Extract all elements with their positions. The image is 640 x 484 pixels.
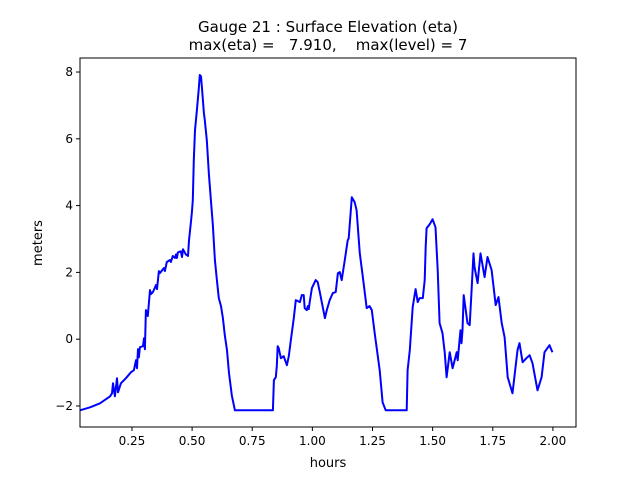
x-axis-label: hours bbox=[310, 456, 347, 471]
y-tick-label: 0 bbox=[65, 332, 73, 346]
y-tick-label: −2 bbox=[55, 399, 73, 413]
y-tick-label: 4 bbox=[65, 199, 73, 213]
x-tick-label: 0.50 bbox=[179, 434, 206, 448]
y-axis-label: meters bbox=[31, 220, 46, 266]
x-tick-label: 0.25 bbox=[119, 434, 146, 448]
chart-subtitle: max(eta) = 7.910, max(level) = 7 bbox=[189, 36, 468, 54]
plot-frame bbox=[79, 57, 577, 428]
y-tick-label: 2 bbox=[65, 265, 73, 279]
x-tick-label: 1.25 bbox=[359, 434, 386, 448]
y-tick-label: 6 bbox=[65, 132, 73, 146]
chart-title: Gauge 21 : Surface Elevation (eta) bbox=[198, 18, 458, 36]
x-tick-label: 1.75 bbox=[479, 434, 506, 448]
series-line-eta bbox=[79, 74, 554, 412]
x-tick-label: 2.00 bbox=[540, 434, 567, 448]
x-tick-label: 0.75 bbox=[239, 434, 266, 448]
x-tick-label: 1.50 bbox=[419, 434, 446, 448]
y-tick-label: 8 bbox=[65, 65, 73, 79]
x-tick-label: 1.00 bbox=[299, 434, 326, 448]
